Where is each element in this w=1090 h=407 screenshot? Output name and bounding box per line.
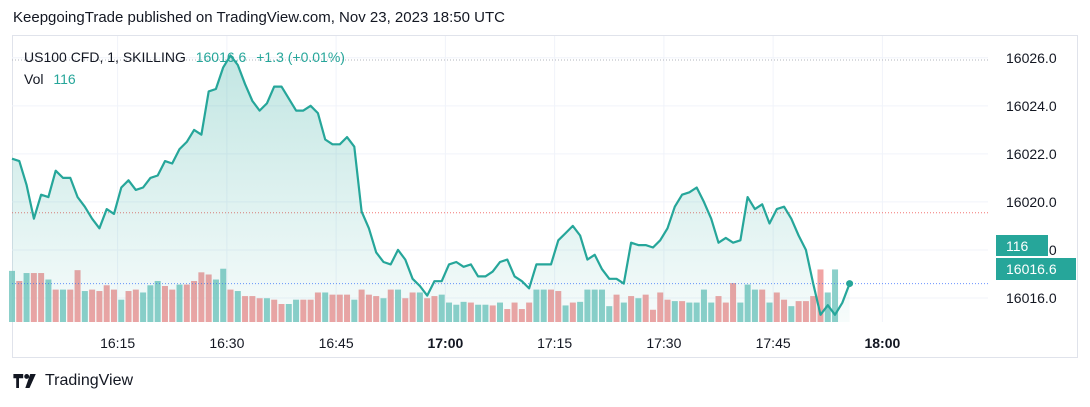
y-tick-label: 16026.0 (1006, 50, 1057, 66)
x-tick-label: 17:45 (756, 335, 791, 351)
price-line (11, 54, 851, 316)
legend: US100 CFD, 1, SKILLING 16016.6 +1.3 (+0.… (24, 46, 345, 90)
price-tag: 16016.6 (1006, 261, 1057, 277)
volume-tag: 116 (1006, 238, 1029, 254)
volume-tag-bg (996, 235, 1048, 256)
volume-value: 116 (53, 71, 76, 87)
x-tick-label: 17:30 (646, 335, 681, 351)
x-tick-label: 16:45 (319, 335, 354, 351)
volume-label[interactable]: Vol (24, 71, 44, 87)
price-tags: 116 16016.6 (996, 235, 1076, 280)
footer-brand[interactable]: TradingView (13, 372, 133, 390)
last-price-point (846, 280, 854, 288)
x-tick-label: 16:15 (100, 335, 135, 351)
y-tick-label: 16022.0 (1006, 146, 1057, 162)
y-tick-label: 16024.0 (1006, 98, 1057, 114)
price-area (11, 54, 854, 323)
x-tick-label: 17:15 (537, 335, 572, 351)
legend-price: 16016.6 (195, 49, 247, 65)
y-tick-label: 16020.0 (1006, 194, 1057, 210)
volume-bar (832, 269, 839, 322)
x-axis: 16:15 16:30 16:45 17:00 17:15 17:30 17:45 18:00 (100, 335, 900, 351)
y-tick-label: 16016.0 (1006, 290, 1057, 306)
x-tick-label: 18:00 (864, 335, 900, 351)
price-tag-bg (996, 258, 1076, 280)
symbol-label[interactable]: US100 CFD, 1, SKILLING (24, 49, 186, 65)
legend-change: +1.3 (+0.01%) (256, 49, 345, 65)
publish-header: KeepgoingTrade published on TradingView.… (13, 9, 505, 26)
price-area-fill (12, 55, 850, 323)
x-tick-label: 17:00 (427, 335, 463, 351)
brand-name: TradingView (45, 372, 134, 389)
tradingview-logo-icon (13, 374, 36, 388)
volume-bar (817, 269, 824, 322)
x-tick-label: 16:30 (209, 335, 244, 351)
